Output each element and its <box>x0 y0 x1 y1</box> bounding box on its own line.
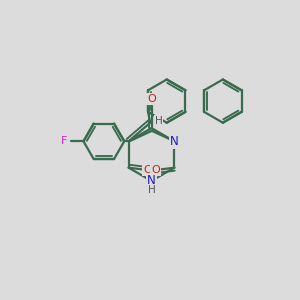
Text: O: O <box>143 165 152 175</box>
Text: H: H <box>155 116 163 126</box>
Text: N: N <box>170 135 179 148</box>
Text: N: N <box>147 174 156 188</box>
Text: O: O <box>151 165 160 175</box>
Text: H: H <box>148 185 155 195</box>
Text: O: O <box>147 94 156 104</box>
Text: F: F <box>61 136 68 146</box>
